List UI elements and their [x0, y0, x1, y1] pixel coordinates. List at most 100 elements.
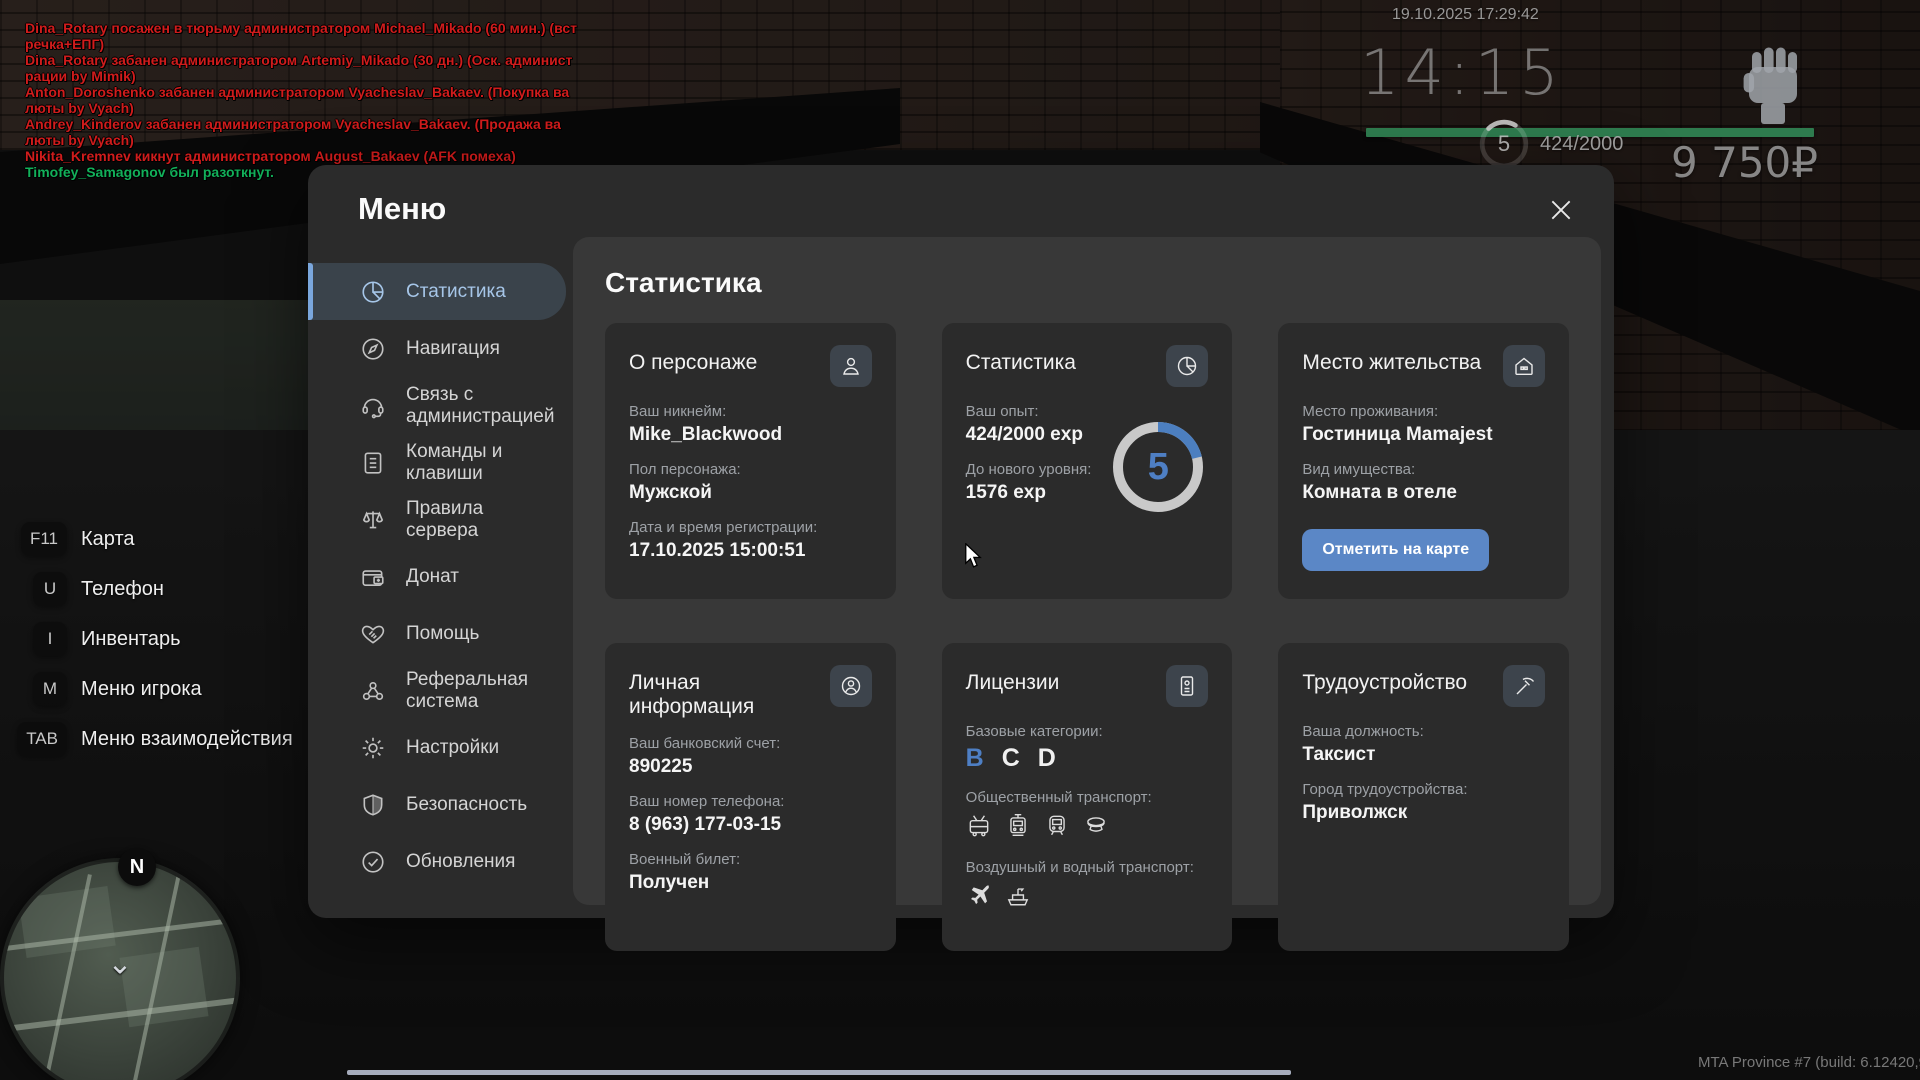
pie-chart-icon: [360, 279, 386, 305]
sidebar-item-admin-contact[interactable]: Связь с администрацией: [308, 377, 570, 434]
card-title: Лицензии: [965, 671, 1060, 694]
card-title: Место жительства: [1302, 351, 1482, 374]
hotkey-hints: F11 Карта U Телефон I Инвентарь M Меню и…: [15, 514, 293, 764]
field-value: Получен: [629, 872, 710, 893]
sidebar-item-commands[interactable]: Команды и клавиши: [308, 434, 570, 491]
heart-handshake-icon: [360, 621, 386, 647]
person-circle-icon: [829, 665, 872, 707]
chat-line: речка+ЕПГ): [25, 36, 105, 52]
money-amount: 9 750₽: [1671, 138, 1818, 187]
card-title: Трудоустройство: [1302, 671, 1468, 694]
sidebar-item-label: Помощь: [406, 622, 480, 644]
chat-line: люты by Vyach): [25, 132, 134, 148]
menu-title: Меню: [358, 191, 447, 226]
sidebar-item-label: Безопасность: [406, 793, 528, 815]
field-value: Гостиница Mamajest: [1302, 424, 1493, 445]
chat-log: Dina_Rotary посажен в тюрьму администрат…: [25, 20, 577, 180]
license-category-c: C: [1001, 744, 1020, 772]
field-label: Пол персонажа:: [629, 461, 741, 478]
key-badge: U: [33, 572, 67, 606]
card-about-character: О персонаже Ваш никнейм: Mike_Blackwood …: [605, 323, 896, 599]
hud-clock: 14:15: [1360, 36, 1564, 109]
sidebar-item-updates[interactable]: Обновления: [308, 833, 570, 890]
hud-datetime: 19.10.2025 17:29:42: [1392, 6, 1539, 23]
bottom-progress-line: [347, 1070, 1291, 1075]
hotkey-inventory: I Инвентарь: [15, 614, 293, 664]
license-categories: B C D: [966, 744, 1209, 773]
card-title: Статистика: [965, 351, 1076, 374]
hotkey-map: F11 Карта: [15, 514, 293, 564]
field-value: Мужской: [629, 482, 712, 503]
metro-icon: [1044, 812, 1070, 843]
sidebar-item-statistics[interactable]: Статистика: [308, 263, 566, 320]
field-property-type: Вид имущества: Комната в отеле: [1302, 461, 1545, 504]
compass-icon: [360, 336, 386, 362]
field-label: Город трудоустройства:: [1302, 781, 1468, 798]
field-exp: Ваш опыт: 424/2000 exp: [966, 403, 1092, 446]
sidebar-item-label: Навигация: [406, 337, 500, 359]
close-icon[interactable]: [1546, 195, 1576, 225]
mouse-cursor: [963, 542, 983, 574]
field-bank-account: Ваш банковский счет: 890225: [629, 735, 872, 778]
page-title: Статистика: [605, 267, 762, 298]
card-job: Трудоустройство Ваша должность: Таксист …: [1278, 643, 1569, 951]
referral-network-icon: [360, 678, 386, 704]
field-nickname: Ваш никнейм: Mike_Blackwood: [629, 403, 872, 446]
raised-fist-icon: [1737, 40, 1809, 129]
player-marker-icon: ⌄: [107, 947, 133, 981]
hotkey-phone: U Телефон: [15, 564, 293, 614]
sidebar-item-label: Команды и клавиши: [406, 440, 503, 484]
sidebar-item-label: Реферальная система: [406, 668, 529, 712]
field-value: 1576 exp: [965, 482, 1046, 503]
menu-window: Меню Статистика Навигация: [308, 165, 1614, 951]
minimap: ⌄ N: [0, 848, 240, 1080]
level-progress-ring: 5: [1108, 417, 1208, 517]
hotkey-player-menu: M Меню игрока: [15, 664, 293, 714]
trolleybus-icon: [966, 812, 992, 843]
tram-icon: [1005, 812, 1031, 843]
field-label: Ваш банковский счет:: [629, 735, 781, 752]
chat-line: Anton_Doroshenko забанен администратором…: [25, 84, 570, 100]
pie-chart-icon: [1166, 345, 1209, 387]
chat-line: Timofey_Samagonov был разоткнут.: [25, 164, 274, 180]
sidebar-item-help[interactable]: Помощь: [308, 605, 570, 662]
gear-icon: [360, 735, 386, 761]
hud-exp-text: 424/2000: [1540, 132, 1624, 155]
sidebar-item-settings[interactable]: Настройки: [308, 719, 570, 776]
id-card-icon: [1166, 665, 1209, 707]
sidebar-item-rules[interactable]: Правила сервера: [308, 491, 570, 548]
field-label: Ваша должность:: [1302, 723, 1424, 740]
pickaxe-icon: [1502, 665, 1545, 707]
card-title: О персонаже: [629, 351, 758, 374]
key-badge: M: [33, 672, 67, 706]
field-value: Приволжск: [1302, 802, 1408, 823]
field-label: До нового уровня:: [965, 461, 1092, 478]
air-water-licenses: [966, 882, 1209, 913]
person-icon: [829, 345, 872, 387]
sidebar-item-navigation[interactable]: Навигация: [308, 320, 570, 377]
card-licenses: Лицензии Базовые категории: B C D Об: [941, 643, 1233, 951]
hud-level-number: 5: [1497, 131, 1511, 156]
chat-line: Dina_Rotary посажен в тюрьму администрат…: [25, 20, 577, 36]
sidebar-item-label: Связь с администрацией: [406, 383, 555, 427]
field-label: Ваш никнейм:: [629, 403, 727, 420]
sidebar-item-security[interactable]: Безопасность: [308, 776, 570, 833]
field-value: 890225: [629, 756, 693, 777]
headset-icon: [360, 393, 386, 419]
field-label: Воздушный и водный транспорт:: [965, 859, 1194, 876]
field-label: Дата и время регистрации:: [629, 519, 818, 536]
build-info: MTA Province #7 (build: 6.12420,9: [1698, 1054, 1920, 1071]
sidebar-item-referral[interactable]: Реферальная система: [308, 662, 570, 719]
chat-line: Dina_Rotary забанен администратором Arte…: [25, 52, 573, 68]
house-icon: [1502, 345, 1545, 387]
field-residence-place: Место проживания: Гостиница Mamajest: [1302, 403, 1545, 446]
sidebar-item-donate[interactable]: Донат: [308, 548, 570, 605]
hotkey-interaction-menu: TAB Меню взаимодействия: [15, 714, 293, 764]
mark-on-map-button[interactable]: Отметить на карте: [1302, 529, 1490, 571]
field-value: 8 (963) 177-03-15: [629, 814, 782, 835]
key-badge: F11: [20, 522, 67, 556]
sidebar-item-label: Обновления: [406, 850, 516, 872]
card-personal-info: Личная информация Ваш банковский счет: 8…: [605, 643, 896, 951]
plane-icon: [966, 882, 992, 913]
